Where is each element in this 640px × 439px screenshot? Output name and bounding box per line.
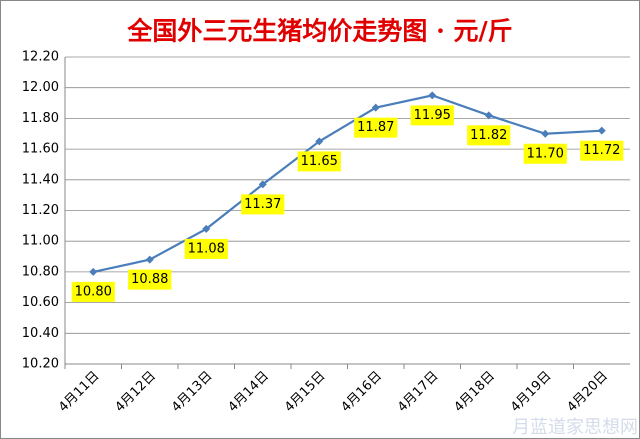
data-label-bg (241, 194, 285, 215)
y-tick-label: 10.40 (22, 326, 59, 341)
data-label: 10.88 (131, 272, 168, 287)
y-tick-label: 10.60 (22, 295, 59, 310)
data-point (371, 103, 380, 112)
y-tick-label: 12.20 (22, 50, 59, 65)
data-label-bg (297, 151, 341, 172)
data-point (541, 129, 550, 138)
data-label: 11.37 (244, 197, 281, 212)
y-tick-label: 11.40 (22, 172, 59, 187)
data-label: 11.65 (301, 154, 338, 169)
data-label-bg (354, 117, 398, 138)
y-tick-label: 11.20 (22, 203, 59, 218)
y-tick-label: 11.60 (22, 142, 59, 157)
data-label: 11.95 (414, 108, 451, 123)
data-point (258, 180, 267, 189)
data-point (145, 255, 154, 264)
data-line (93, 94, 602, 273)
data-point (597, 126, 606, 135)
data-label-bg (523, 143, 567, 164)
data-point (428, 91, 437, 100)
data-label: 11.70 (527, 146, 564, 161)
y-tick-label: 10.20 (22, 357, 59, 372)
watermark: 月蓝道家思想网 (512, 417, 638, 438)
data-label-bg (71, 281, 115, 302)
data-label: 11.87 (357, 120, 394, 135)
data-label: 11.82 (470, 128, 507, 143)
y-tick-label: 11.80 (22, 111, 59, 126)
chart-title: 全国外三元生猪均价走势图 · 元/斤 (126, 17, 512, 46)
data-point (202, 224, 211, 233)
data-label-bg (410, 105, 454, 126)
y-tick-label: 12.00 (22, 80, 59, 95)
data-label-bg (467, 125, 511, 146)
data-label: 10.80 (75, 284, 112, 299)
data-label: 11.72 (583, 143, 620, 158)
data-label-bg (580, 140, 624, 161)
data-label-bg (184, 238, 228, 259)
y-tick-label: 10.80 (22, 264, 59, 279)
data-label: 11.08 (188, 241, 225, 256)
data-point (315, 137, 324, 146)
data-label-bg (128, 269, 172, 290)
data-point (484, 111, 493, 120)
data-point (89, 267, 98, 276)
y-tick-label: 11.00 (22, 234, 59, 249)
